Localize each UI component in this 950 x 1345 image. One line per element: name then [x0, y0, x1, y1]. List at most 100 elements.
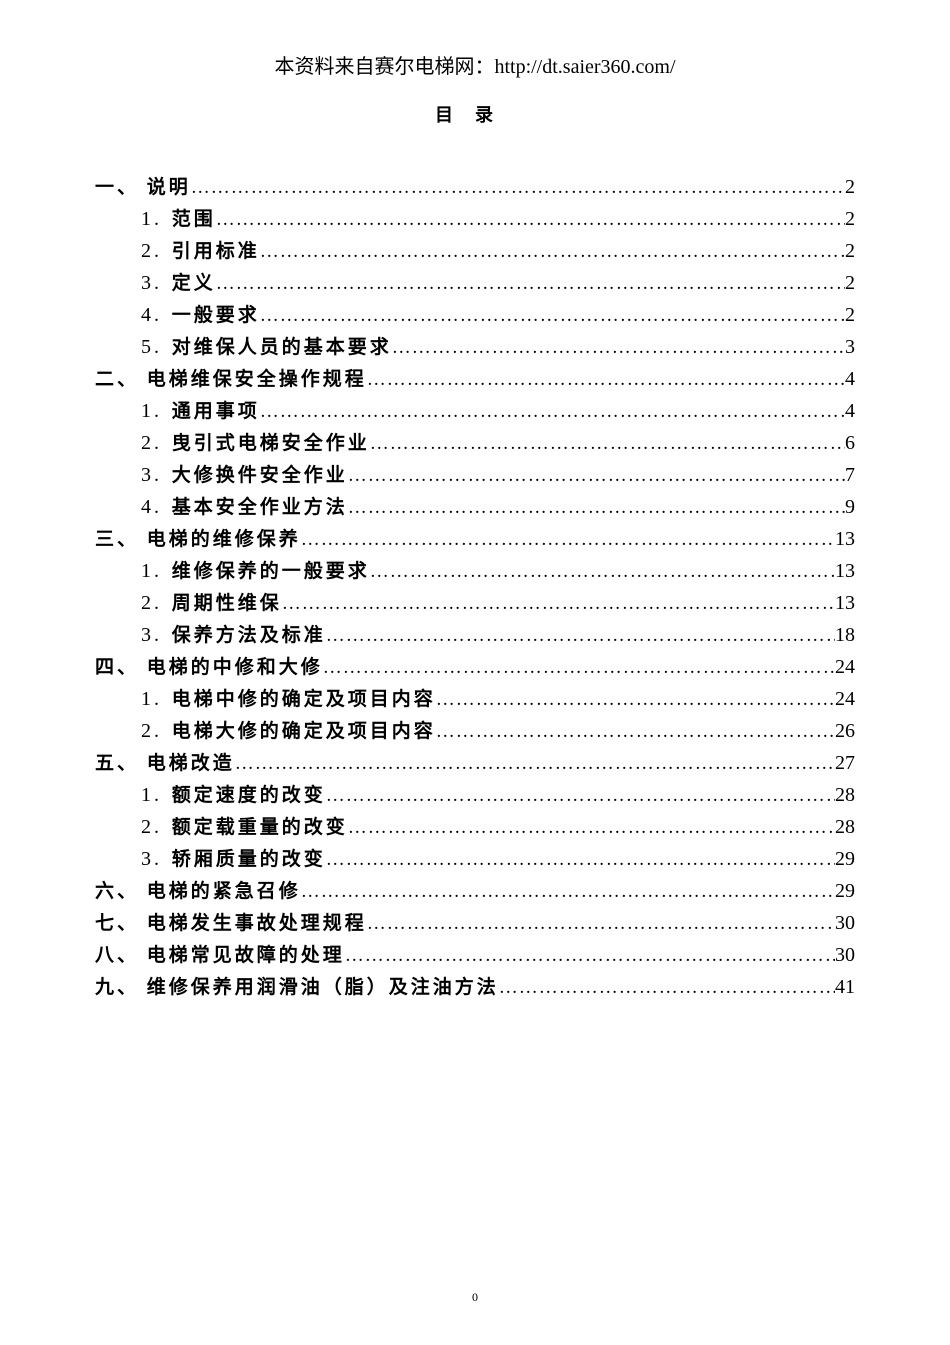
- toc-entry: 六、 电梯的紧急召修29: [95, 881, 855, 901]
- toc-entry-label: 1. 电梯中修的确定及项目内容: [141, 689, 436, 709]
- toc-list: 一、 说明21. 范围22. 引用标准23. 定义24. 一般要求25. 对维保…: [95, 177, 855, 997]
- toc-entry-page: 30: [835, 945, 855, 965]
- toc-leader-dots: [323, 658, 835, 677]
- toc-entry-page: 2: [845, 241, 855, 261]
- toc-entry-page: 2: [845, 305, 855, 325]
- toc-entry-title: 一般要求: [172, 305, 260, 326]
- toc-entry-title: 电梯中修的确定及项目内容: [172, 689, 436, 710]
- toc-entry-title: 电梯大修的确定及项目内容: [172, 721, 436, 742]
- toc-entry-page: 28: [835, 785, 855, 805]
- toc-leader-dots: [326, 786, 835, 805]
- toc-entry-label: 七、 电梯发生事故处理规程: [95, 914, 367, 933]
- toc-entry-label: 九、 维修保养用润滑油（脂）及注油方法: [95, 978, 499, 997]
- toc-entry-title: 对维保人员的基本要求: [172, 337, 392, 358]
- toc-entry-title: 大修换件安全作业: [172, 465, 348, 486]
- toc-entry-prefix: 2.: [141, 432, 162, 454]
- toc-entry: 七、 电梯发生事故处理规程30: [95, 913, 855, 933]
- toc-leader-dots: [392, 338, 845, 357]
- toc-title: 目录: [95, 101, 855, 127]
- toc-entry-page: 26: [835, 721, 855, 741]
- toc-entry-prefix: 3.: [141, 848, 162, 870]
- toc-entry: 3. 轿厢质量的改变29: [95, 849, 855, 869]
- toc-entry-prefix: 2.: [141, 592, 162, 614]
- toc-entry-label: 2. 额定载重量的改变: [141, 817, 348, 837]
- toc-entry-prefix: 1.: [141, 560, 162, 582]
- toc-entry: 3. 保养方法及标准18: [95, 625, 855, 645]
- toc-entry-label: 三、 电梯的维修保养: [95, 530, 301, 549]
- toc-entry-page: 13: [835, 529, 855, 549]
- toc-entry-title: 额定载重量的改变: [172, 817, 348, 838]
- toc-entry-title: 维修保养的一般要求: [172, 561, 370, 582]
- toc-entry: 三、 电梯的维修保养 13: [95, 529, 855, 549]
- toc-entry-page: 41: [835, 977, 855, 997]
- toc-entry-prefix: 六、: [95, 881, 139, 902]
- toc-entry-label: 2. 曳引式电梯安全作业: [141, 433, 370, 453]
- toc-entry-label: 2. 电梯大修的确定及项目内容: [141, 721, 436, 741]
- toc-entry: 4. 一般要求 2: [95, 305, 855, 325]
- toc-entry-prefix: 1.: [141, 784, 162, 806]
- toc-entry-prefix: 四、: [95, 657, 139, 678]
- toc-entry-prefix: 2.: [141, 720, 162, 742]
- toc-entry-title: 电梯常见故障的处理: [147, 945, 345, 966]
- toc-entry-label: 4. 一般要求: [141, 305, 260, 325]
- toc-entry-label: 5. 对维保人员的基本要求: [141, 337, 392, 357]
- toc-entry: 5. 对维保人员的基本要求3: [95, 337, 855, 357]
- toc-leader-dots: [235, 754, 835, 773]
- toc-entry-prefix: 2.: [141, 816, 162, 838]
- toc-leader-dots: [436, 690, 835, 709]
- toc-entry-prefix: 2.: [141, 240, 162, 262]
- toc-entry: 1. 额定速度的改变 28: [95, 785, 855, 805]
- toc-entry: 四、 电梯的中修和大修24: [95, 657, 855, 677]
- toc-entry: 2. 额定载重量的改变28: [95, 817, 855, 837]
- toc-entry-title: 通用事项: [172, 401, 260, 422]
- toc-entry-title: 保养方法及标准: [172, 625, 326, 646]
- toc-entry-label: 八、 电梯常见故障的处理: [95, 946, 345, 965]
- toc-entry-page: 2: [845, 273, 855, 293]
- toc-leader-dots: [191, 178, 845, 197]
- toc-entry-label: 1. 通用事项: [141, 401, 260, 421]
- toc-entry-title: 维修保养用润滑油（脂）及注油方法: [147, 977, 499, 998]
- toc-entry: 2. 电梯大修的确定及项目内容 26: [95, 721, 855, 741]
- toc-entry: 2. 周期性维保13: [95, 593, 855, 613]
- toc-entry-prefix: 1.: [141, 688, 162, 710]
- toc-entry: 五、 电梯改造 27: [95, 753, 855, 773]
- toc-leader-dots: [348, 466, 845, 485]
- toc-entry-title: 基本安全作业方法: [172, 497, 348, 518]
- toc-entry-prefix: 3.: [141, 464, 162, 486]
- toc-entry-label: 1. 额定速度的改变: [141, 785, 326, 805]
- toc-entry-page: 7: [845, 465, 855, 485]
- toc-entry-title: 电梯发生事故处理规程: [147, 913, 367, 934]
- toc-entry-prefix: 三、: [95, 529, 139, 550]
- toc-entry-prefix: 五、: [95, 753, 139, 774]
- toc-entry-label: 3. 定义: [141, 273, 216, 293]
- toc-entry: 1. 维修保养的一般要求13: [95, 561, 855, 581]
- toc-entry: 八、 电梯常见故障的处理 30: [95, 945, 855, 965]
- toc-leader-dots: [260, 402, 845, 421]
- toc-entry: 1. 通用事项 4: [95, 401, 855, 421]
- toc-leader-dots: [216, 274, 845, 293]
- toc-entry-label: 一、 说明: [95, 178, 191, 197]
- toc-leader-dots: [282, 594, 835, 613]
- toc-entry: 一、 说明2: [95, 177, 855, 197]
- toc-leader-dots: [348, 818, 835, 837]
- toc-entry-title: 电梯的紧急召修: [147, 881, 301, 902]
- toc-entry-title: 电梯改造: [147, 753, 235, 774]
- toc-entry: 二、 电梯维保安全操作规程4: [95, 369, 855, 389]
- toc-entry-page: 9: [845, 497, 855, 517]
- toc-entry-title: 周期性维保: [172, 593, 282, 614]
- toc-entry-page: 2: [845, 209, 855, 229]
- toc-entry-prefix: 1.: [141, 208, 162, 230]
- toc-entry-page: 24: [835, 689, 855, 709]
- toc-entry: 4. 基本安全作业方法9: [95, 497, 855, 517]
- toc-leader-dots: [260, 306, 845, 325]
- toc-leader-dots: [216, 210, 845, 229]
- toc-entry-prefix: 七、: [95, 913, 139, 934]
- toc-entry-title: 引用标准: [172, 241, 260, 262]
- toc-leader-dots: [345, 946, 835, 965]
- toc-entry-page: 4: [845, 401, 855, 421]
- toc-leader-dots: [436, 722, 835, 741]
- toc-leader-dots: [367, 914, 835, 933]
- toc-entry-page: 27: [835, 753, 855, 773]
- toc-entry-label: 3. 保养方法及标准: [141, 625, 326, 645]
- toc-entry-page: 6: [845, 433, 855, 453]
